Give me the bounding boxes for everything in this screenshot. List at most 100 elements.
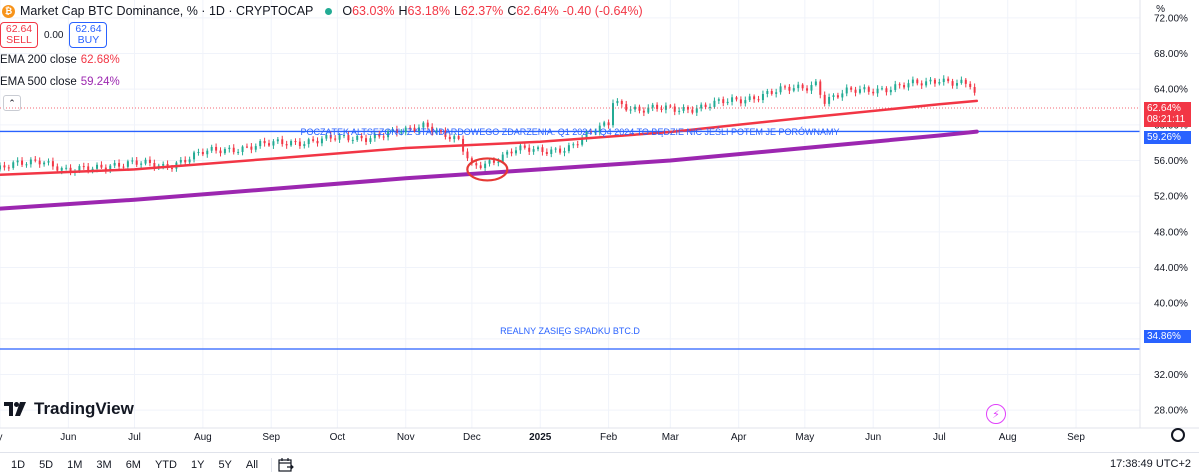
y-tick-label: 56.00% [1154, 156, 1188, 167]
x-tick-label: 2025 [529, 432, 552, 443]
sell-button[interactable]: 62.64 SELL [0, 22, 38, 48]
candle-body [272, 141, 275, 146]
candle-body [506, 151, 509, 155]
range-1y[interactable]: 1Y [190, 458, 205, 471]
candle-body [307, 139, 310, 145]
candle-body [664, 105, 667, 110]
range-5y[interactable]: 5Y [218, 458, 232, 471]
calendar-range-icon[interactable] [278, 457, 294, 472]
tradingview-logo-icon [4, 402, 26, 416]
candle-body [792, 88, 795, 91]
range-3m[interactable]: 3M [96, 458, 112, 471]
candle-body [91, 168, 94, 171]
candle-body [210, 146, 213, 151]
range-ytd[interactable]: YTD [154, 458, 177, 471]
candle-body [938, 82, 941, 84]
candle-body [933, 79, 936, 84]
candle-body [726, 101, 729, 104]
candle-body [682, 107, 685, 111]
candle-body [929, 79, 932, 82]
candle-body [219, 150, 222, 154]
candle-body [806, 88, 809, 91]
candle-body [920, 83, 923, 86]
symbol-legend: ₿ Market Cap BTC Dominance, % · 1D · CRY… [0, 2, 643, 20]
x-tick-label: Dec [463, 432, 481, 443]
range-1d[interactable]: 1D [11, 458, 26, 471]
candle-body [25, 164, 28, 166]
candle-body [889, 89, 892, 93]
candle-body [955, 83, 958, 86]
annotation-lower[interactable]: REALNY ZASIĘG SPADKU BTC.D [500, 326, 640, 336]
lightning-icon[interactable]: ⚡ [986, 404, 1006, 424]
candle-body [223, 149, 226, 154]
candle-body [126, 161, 129, 167]
candle-body [237, 151, 240, 153]
candle-body [594, 132, 597, 134]
candle-body [748, 96, 751, 101]
candle-body [342, 135, 345, 137]
candle-body [162, 163, 165, 166]
candle-body [435, 130, 438, 133]
tradingview-logo[interactable]: TradingView [4, 399, 134, 419]
candle-body [144, 159, 147, 164]
candle-body [867, 87, 870, 92]
candle-body [713, 100, 716, 107]
candle-body [422, 122, 425, 128]
x-tick-label: y [0, 432, 3, 443]
candle-body [717, 99, 720, 101]
candle-body [964, 79, 967, 84]
candle-body [254, 146, 257, 150]
candle-body [131, 160, 134, 162]
candle-body [881, 88, 884, 90]
x-axis: y Jun Jul Aug Sep Oct Nov Dec 2025 Feb Mar Apr May Ju… [0, 432, 1085, 443]
candle-body [894, 84, 897, 90]
candle-body [872, 91, 875, 94]
candle-body [563, 151, 566, 153]
candle-body [559, 148, 562, 153]
symbol-title[interactable]: Market Cap BTC Dominance, % · 1D · CRYPT… [20, 4, 314, 18]
candle-body [356, 135, 359, 140]
x-tick-label: May [795, 432, 814, 443]
candle-body [898, 84, 901, 86]
candle-body [832, 95, 835, 97]
candle-body [766, 91, 769, 95]
candle-body [347, 135, 350, 141]
collapse-legend-button[interactable]: ⌃ [3, 95, 21, 111]
candle-body [775, 92, 778, 94]
x-tick-label: Jun [865, 432, 881, 443]
candle-body [634, 106, 637, 110]
market-status-dot-icon [325, 7, 333, 15]
indicator-ema-500[interactable]: EMA 500 close 59.24% [0, 76, 120, 88]
candle-body [845, 87, 848, 94]
range-5d[interactable]: 5D [39, 458, 54, 471]
annotation-upper[interactable]: POCZĄTEK ALTSEZONU Z STANDARDOWEGO ZDARZ… [301, 126, 840, 137]
candle-body [113, 162, 116, 166]
range-all[interactable]: All [245, 458, 259, 471]
gear-icon[interactable] [1171, 428, 1185, 442]
candle-body [206, 150, 209, 155]
candle-body [523, 145, 526, 148]
candle-body [21, 160, 24, 165]
candle-body [395, 129, 398, 133]
candle-body [179, 159, 182, 163]
candle-body [188, 159, 191, 163]
candle-body [585, 131, 588, 139]
range-6m[interactable]: 6M [125, 458, 141, 471]
clock-time[interactable]: 17:38:49 UTC+2 [1109, 458, 1191, 470]
candle-body [56, 166, 59, 171]
price-chart[interactable]: 28.00%32.00%36.00%40.00%44.00%48.00%52.0… [0, 0, 1199, 452]
candle-body [942, 78, 945, 83]
candle-body [709, 106, 712, 108]
range-1m[interactable]: 1M [67, 458, 83, 471]
candle-body [819, 81, 822, 95]
candle-body [82, 166, 85, 168]
candle-body [510, 151, 513, 154]
candle-body [400, 132, 403, 134]
indicator-ema-200[interactable]: EMA 200 close 62.68% [0, 54, 120, 66]
candle-body [87, 166, 90, 171]
candle-body [413, 127, 416, 132]
candle-body [276, 139, 279, 142]
buy-button[interactable]: 62.64 BUY [69, 22, 108, 48]
candle-body [444, 130, 447, 137]
candle-body [537, 147, 540, 150]
